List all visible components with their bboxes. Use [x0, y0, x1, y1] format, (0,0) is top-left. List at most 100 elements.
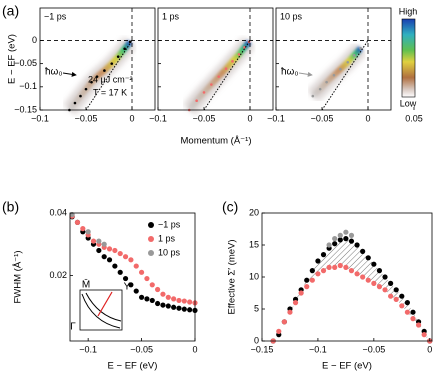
panel-frame: [157, 7, 274, 111]
data-point: [149, 297, 155, 304]
y-tick-label: 0.04: [49, 207, 67, 217]
axes-frame: [69, 212, 196, 342]
data-point: [365, 255, 371, 261]
data-point: [326, 242, 332, 248]
x-tick-label: −0.1: [79, 344, 97, 354]
dispersion-point: [210, 83, 213, 86]
legend-label: 10 ps: [158, 247, 181, 257]
legend-marker: [148, 250, 154, 256]
data-point: [354, 271, 360, 277]
heatmap-panel: −1 ps: [39, 7, 156, 115]
data-point: [421, 332, 427, 338]
data-point: [160, 291, 166, 297]
data-point: [165, 303, 171, 309]
x-tick-label: −0.1: [267, 113, 285, 123]
data-point: [144, 296, 150, 302]
bare-band: [85, 40, 133, 111]
dispersion-point: [231, 60, 234, 63]
data-point: [106, 257, 113, 263]
legend-label: −1 ps: [158, 219, 181, 229]
x-tick-label: −0.05: [362, 344, 385, 354]
data-point: [171, 296, 177, 302]
dispersion-point: [123, 47, 126, 51]
dispersion-point: [224, 67, 228, 71]
annotation: ħω₀: [45, 67, 63, 78]
data-point: [122, 254, 129, 260]
data-point: [106, 246, 113, 252]
intensity-band: [186, 39, 252, 112]
data-point: [144, 275, 150, 282]
x-tick-label: −0.05: [75, 113, 98, 123]
x-tick-label: −0.05: [311, 113, 334, 123]
heatmap-panel: 1 ps: [157, 7, 274, 115]
dispersion-point: [346, 60, 350, 64]
data-point: [393, 287, 399, 293]
data-point: [165, 294, 171, 300]
data-point: [337, 262, 343, 269]
y-tick-label: 0: [254, 335, 259, 345]
inset-label: Γ: [70, 322, 76, 333]
data-point: [332, 236, 338, 242]
intensity-band: [310, 46, 363, 99]
data-point: [376, 268, 383, 274]
dispersion-point: [73, 101, 77, 105]
data-point: [371, 280, 377, 286]
data-point: [320, 268, 327, 274]
y-tick-label: 0: [32, 35, 37, 45]
data-point: [332, 264, 338, 270]
dispersion-point: [202, 91, 206, 94]
dispersion-point: [116, 55, 120, 58]
dispersion-point: [237, 53, 241, 56]
data-point: [309, 268, 315, 274]
data-point: [360, 274, 366, 280]
x-tick-label: −0.1: [309, 344, 327, 354]
colorbar-label: Low: [400, 98, 417, 108]
data-point: [315, 271, 321, 277]
x-axis-label: Momentum (Å⁻¹): [181, 136, 252, 147]
data-point: [348, 268, 355, 274]
panel-time-label: −1 ps: [44, 11, 67, 21]
data-point: [181, 298, 187, 304]
data-point: [171, 304, 177, 310]
y-axis-label: FWHM (Å⁻¹): [13, 250, 24, 303]
data-point: [85, 229, 91, 235]
y-tick-label: 10: [249, 271, 259, 281]
data-point: [74, 219, 81, 225]
data-point: [117, 269, 123, 275]
dispersion-point: [318, 87, 322, 91]
data-point: [371, 261, 377, 267]
panel-label: (c): [222, 199, 238, 215]
annotation-arrow: [62, 71, 77, 77]
data-point: [138, 294, 145, 300]
data-point: [410, 309, 416, 315]
x-tick-label: −0.05: [130, 344, 153, 354]
y-axis-label: E − EF (eV): [7, 34, 18, 84]
inset-curve: [81, 293, 121, 329]
panel-frame: [275, 7, 392, 111]
data-point: [388, 293, 394, 299]
y-tick-label: 0.02: [49, 270, 67, 280]
data-point: [187, 307, 193, 313]
bare-band: [203, 40, 251, 111]
data-point: [101, 241, 107, 247]
data-point: [176, 297, 182, 304]
data-point: [133, 288, 139, 294]
data-point: [281, 319, 287, 325]
data-point: [138, 269, 145, 275]
data-point: [388, 280, 394, 286]
data-point: [122, 275, 129, 282]
y-tick-label: 15: [249, 239, 259, 249]
data-point: [155, 300, 161, 307]
data-point: [309, 277, 315, 283]
data-point: [343, 264, 349, 270]
data-point: [112, 247, 118, 254]
data-point: [343, 236, 349, 242]
annotation: T = 17 K: [93, 87, 127, 97]
panel-frame: [39, 7, 156, 111]
legend-marker: [148, 222, 154, 228]
data-point: [276, 328, 282, 334]
data-point: [117, 250, 123, 257]
annotation: 24 μJ cm⁻²: [88, 74, 132, 84]
data-point: [155, 286, 161, 293]
x-tick-label: 0: [192, 344, 197, 354]
